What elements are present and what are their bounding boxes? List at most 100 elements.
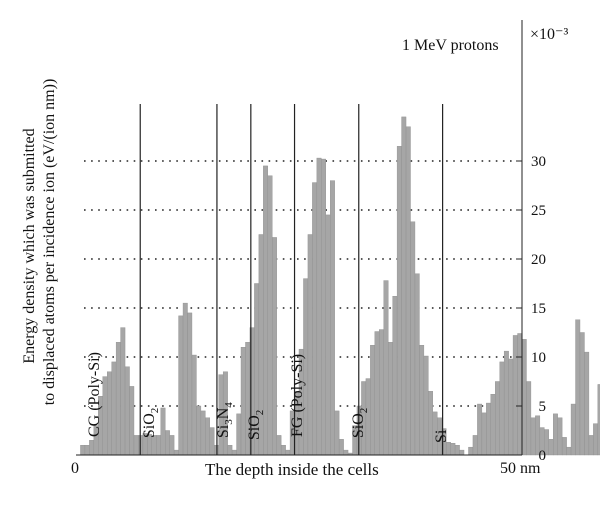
bar [129, 386, 135, 456]
bar [133, 435, 139, 456]
bar [240, 347, 246, 456]
y-tick-label: 25 [531, 203, 546, 219]
bar [459, 449, 465, 456]
bar [526, 381, 532, 456]
bar [209, 427, 215, 456]
bar [566, 446, 572, 456]
bar [512, 335, 518, 456]
bar [450, 443, 456, 456]
bar [579, 332, 585, 456]
bar [370, 345, 376, 456]
bar-series [80, 116, 600, 456]
bar [396, 146, 402, 456]
bar [392, 296, 398, 456]
bar [454, 445, 460, 456]
bar [272, 237, 277, 456]
bar [405, 126, 411, 456]
layer-dividers [139, 104, 444, 455]
bar [325, 214, 331, 456]
layer-label-fg: FG (Poly-Si) [289, 353, 306, 437]
bar [548, 439, 554, 456]
bar [187, 312, 193, 456]
bar [84, 445, 90, 456]
bar [468, 446, 474, 456]
bar [120, 327, 126, 456]
bar [107, 371, 112, 456]
y-axis: 0 5 10 15 20 25 30 [516, 154, 546, 464]
x-tick-left: 0 [71, 460, 79, 477]
layer-label-sio2-3: SiO2 [349, 407, 371, 439]
bar [343, 449, 349, 456]
bar [584, 351, 590, 456]
bar [423, 355, 429, 456]
bar [477, 403, 483, 456]
bar [388, 342, 393, 456]
bar [530, 417, 536, 456]
bar [597, 384, 600, 456]
bar [169, 435, 175, 456]
bar [231, 449, 237, 456]
bar [196, 405, 202, 456]
bar [307, 234, 313, 456]
bar [588, 435, 594, 456]
layer-label-sio2-2: SiO2 [245, 409, 267, 441]
bar [156, 435, 161, 456]
bar [503, 350, 509, 456]
y-tick-label: 30 [531, 154, 546, 170]
layer-label-si: Si [433, 429, 450, 443]
bar [80, 445, 86, 456]
y-tick-label: 0 [539, 448, 547, 464]
x-tick-right: 50 nm [500, 460, 541, 477]
bar [330, 180, 335, 456]
bar [182, 302, 188, 456]
bar [124, 366, 130, 456]
bar [280, 445, 286, 456]
bar [379, 329, 384, 456]
bar [401, 116, 407, 456]
bar [205, 417, 210, 456]
bar [115, 342, 121, 456]
y-tick-label: 5 [539, 399, 547, 415]
bar [570, 403, 576, 456]
bar [553, 413, 558, 456]
bar [445, 442, 451, 456]
bar [334, 410, 340, 456]
bar [338, 439, 344, 456]
bar [173, 449, 179, 456]
layer-label-si3n4: Si3N4 [214, 402, 236, 439]
bar [508, 358, 514, 456]
bar [521, 339, 527, 456]
x-axis-title: The depth inside the cells [205, 460, 379, 479]
y-axis-title-line2: to displaced atoms per incidence ion (eV… [41, 78, 58, 406]
bar [191, 354, 197, 456]
bar [410, 221, 416, 456]
bar [276, 435, 282, 456]
bar [557, 417, 563, 456]
bar [481, 412, 487, 456]
bar [312, 182, 318, 456]
grid-lines [84, 160, 516, 407]
y-tick-label: 20 [531, 252, 546, 268]
bar [490, 394, 496, 456]
bar [236, 413, 242, 456]
bar [495, 381, 500, 456]
bar [517, 333, 523, 456]
bar [593, 423, 599, 456]
bar [575, 319, 581, 456]
bar [111, 361, 117, 456]
annotation-label: 1 MeV protons [402, 37, 499, 54]
y-exponent-label: ×10⁻³ [530, 26, 569, 43]
bar [414, 273, 420, 456]
bar [383, 280, 389, 456]
bar [200, 410, 206, 456]
bar [164, 430, 170, 456]
bar [419, 345, 425, 456]
y-axis-title-line1: Energy density which was submitted [21, 128, 38, 364]
bar [151, 435, 157, 456]
bar [285, 449, 291, 456]
bar [267, 175, 273, 456]
y-tick-label: 10 [531, 350, 546, 366]
y-tick-label: 15 [531, 301, 546, 317]
bar [316, 157, 322, 456]
bar [561, 437, 567, 456]
